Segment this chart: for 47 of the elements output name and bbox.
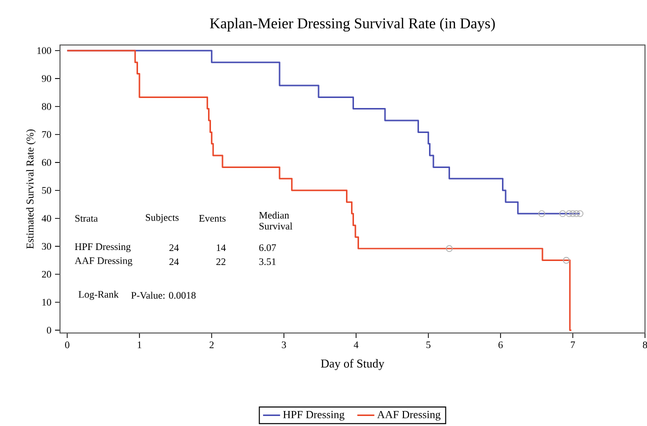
annotation: AAF Dressing — [74, 257, 132, 266]
point — [446, 245, 453, 252]
y-tick-label: 90 — [42, 75, 52, 82]
annotation: Events — [199, 215, 226, 222]
annotation: 3.51 — [259, 258, 276, 266]
annotation: P-Value: 0.0018 — [131, 292, 196, 299]
y-tick-label: 20 — [42, 270, 52, 278]
y-tick-label: 0 — [46, 326, 52, 334]
annotation: 22 — [216, 258, 226, 265]
annotation: Median Survival — [259, 212, 292, 230]
y-tick-label: 10 — [42, 298, 52, 306]
x-tick-label: 1 — [138, 342, 142, 348]
y-tick-label: 50 — [42, 187, 52, 194]
annotation: 24 — [169, 258, 179, 265]
y-tick-label: 70 — [42, 131, 52, 138]
point — [562, 256, 570, 264]
annotation: Strata — [75, 215, 98, 222]
x-tick-label: 8 — [642, 342, 647, 348]
x-tick-label: 2 — [210, 342, 214, 348]
chart-title: Kaplan-Meier Dressing Survival Rate (in Days) — [210, 18, 495, 32]
legend-label: HPF Dressing — [283, 410, 344, 421]
point — [566, 210, 573, 217]
point — [569, 210, 576, 217]
annotation: Subjects — [146, 214, 179, 223]
y-tick-label: 40 — [42, 215, 52, 222]
y-tick-label: 80 — [42, 103, 52, 110]
x-tick-label: 4 — [354, 342, 358, 348]
y-tick-label: 100 — [37, 47, 52, 54]
annotation: Log-Rank — [78, 290, 119, 300]
annotation: 24 — [169, 244, 179, 252]
y-axis-title: Estimated Survival Rate (%) — [26, 129, 36, 249]
annotation: HPF Dressing — [74, 243, 131, 252]
x-tick-label: 5 — [426, 342, 430, 348]
point — [573, 210, 580, 217]
x-tick-label: 6 — [498, 342, 503, 348]
x-tick-label: 3 — [282, 342, 286, 348]
y-tick-label: 60 — [42, 159, 52, 166]
point — [538, 210, 546, 217]
y-tick-label: 30 — [42, 242, 52, 250]
x-axis-title: Day of Study — [320, 359, 384, 370]
x-tick-label: 7 — [570, 342, 575, 348]
point — [559, 210, 566, 217]
legend-label: AAF Dressing — [377, 410, 440, 421]
annotation: 6.07 — [259, 244, 276, 252]
x-tick-label: 0 — [65, 342, 70, 348]
annotation: 14 — [216, 244, 226, 252]
point — [576, 210, 584, 217]
